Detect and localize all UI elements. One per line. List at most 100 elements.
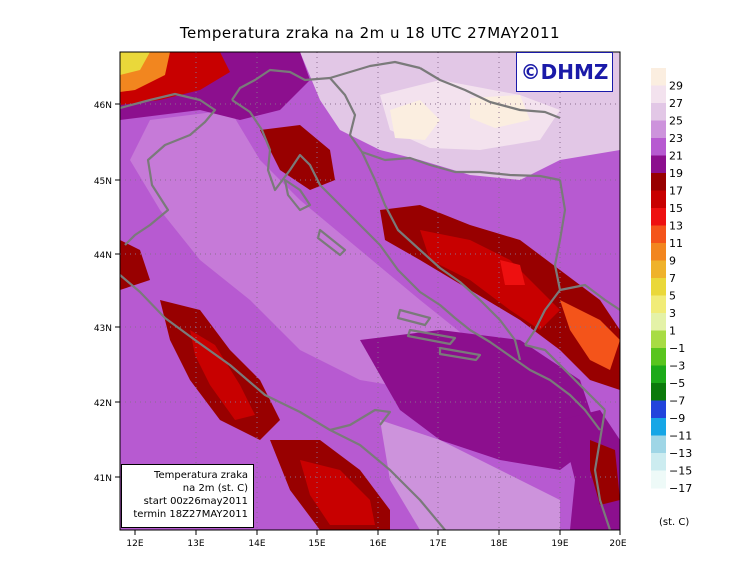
legend-label: −15 (669, 465, 692, 478)
coastlines-borders (120, 60, 620, 530)
legend-label: 21 (669, 150, 683, 163)
legend-label: −5 (669, 377, 685, 390)
info-line: start 00z26may2011 (143, 496, 248, 507)
legend-swatch (651, 120, 666, 139)
y-tick-label: 45N (94, 177, 112, 187)
y-tick-label: 44N (94, 251, 112, 261)
legend-swatch (651, 470, 666, 489)
info-line: Temperatura zraka (154, 470, 248, 481)
legend-label: 13 (669, 220, 683, 233)
italy-coast (120, 92, 446, 530)
x-tick-label: 19E (551, 539, 568, 549)
dhmz-logo: ©DHMZ (516, 52, 613, 92)
x-tick-label: 15E (308, 539, 325, 549)
legend-label: −1 (669, 342, 685, 355)
brac-island (396, 308, 432, 327)
y-axis-labels: 46N 45N 44N 43N 42N 41N (94, 101, 112, 484)
croatia-interior-border (329, 77, 561, 182)
legend-label: −11 (669, 430, 692, 443)
kosovo-border (559, 283, 620, 311)
dinaric-alps-peak (560, 300, 620, 370)
gargano-coast (329, 408, 392, 432)
x-axis-labels: 12E 13E 14E 15E 16E 17E 18E 19E 20E (126, 539, 626, 549)
legend-swatch (651, 313, 666, 331)
legend-label: 7 (669, 272, 676, 285)
legend-label: 3 (669, 307, 676, 320)
y-tick-label: 46N (94, 101, 112, 111)
legend-label: 9 (669, 255, 676, 268)
y-tick-label: 41N (94, 474, 112, 484)
legend-swatch (651, 190, 666, 209)
legend-label: 25 (669, 115, 683, 128)
alpine-peak (120, 52, 150, 75)
legend-swatch (651, 400, 666, 419)
legend-label: 23 (669, 132, 683, 145)
legend-label: 5 (669, 290, 676, 303)
info-line: termin 18Z27MAY2011 (133, 509, 248, 520)
hungary-border (419, 67, 561, 120)
x-tick-label: 16E (369, 539, 386, 549)
legend-swatch (651, 330, 666, 349)
apennines-north (120, 240, 150, 290)
dugi-otok-island (316, 228, 347, 257)
legend-label: 27 (669, 97, 683, 110)
map-title: Temperatura zraka na 2m u 18 UTC 27MAY20… (179, 24, 561, 42)
legend-label: 11 (669, 237, 683, 250)
dinaric-cool-zone (360, 330, 600, 470)
krk-island (283, 178, 312, 212)
korcula-island (438, 346, 482, 362)
legend-swatch (651, 278, 666, 296)
legend-swatch (651, 295, 666, 314)
apennines-south-core (300, 460, 375, 525)
istria-coast (231, 99, 601, 431)
dinaric-alps-peak-2 (500, 260, 525, 285)
legend-swatch (651, 225, 666, 244)
legend-swatch (651, 365, 666, 384)
hvar-island (406, 328, 457, 346)
legend-swatch (651, 260, 666, 279)
x-tick-label: 12E (126, 539, 143, 549)
albania-border (593, 409, 612, 530)
y-tick-label: 42N (94, 399, 112, 409)
legend-swatch (651, 348, 666, 366)
legend-label: 1 (669, 325, 676, 338)
legend-swatch (651, 453, 666, 471)
legend-label: 15 (669, 202, 683, 215)
legend-label: 17 (669, 185, 683, 198)
x-tick-label: 13E (187, 539, 204, 549)
x-tick-label: 20E (609, 539, 626, 549)
y-tick-label: 43N (94, 324, 112, 334)
legend-swatch (651, 173, 666, 191)
legend-label: −13 (669, 447, 692, 460)
montenegro-border (524, 343, 606, 411)
legend-swatch (651, 418, 666, 436)
legend-swatch (651, 68, 666, 86)
legend-swatch (651, 155, 666, 174)
legend-swatch (651, 103, 666, 121)
info-line: na 2m (st. C) (182, 483, 248, 494)
legend-swatch (651, 435, 666, 454)
bosnia-border (361, 151, 522, 361)
south-adriatic-shading (380, 420, 560, 530)
apennines-central-core (190, 330, 255, 420)
legend-label: −3 (669, 360, 685, 373)
legend-swatch (651, 85, 666, 104)
graticule (120, 52, 620, 530)
dinaric-alps-core (420, 230, 560, 330)
slovenia-border (231, 60, 421, 101)
legend-units: (st. C) (659, 517, 690, 528)
legend-swatch (651, 138, 666, 156)
legend-label: −17 (669, 482, 692, 495)
legend-colorbar (651, 68, 666, 489)
adriatic-sea-shading (130, 110, 500, 400)
serbia-border (524, 179, 567, 346)
legend-swatch (651, 243, 666, 261)
legend-labels: 29 27 25 23 21 19 17 15 13 11 9 7 5 3 1 −1 −3 −5 −7 −9 −11 −1… (669, 80, 692, 496)
pannonian-hot-core (390, 100, 440, 140)
x-tick-label: 14E (248, 539, 265, 549)
x-tick-label: 18E (490, 539, 507, 549)
legend-label: 19 (669, 167, 683, 180)
x-tick-label: 17E (429, 539, 446, 549)
pannonian-hot-core-2 (470, 95, 530, 128)
